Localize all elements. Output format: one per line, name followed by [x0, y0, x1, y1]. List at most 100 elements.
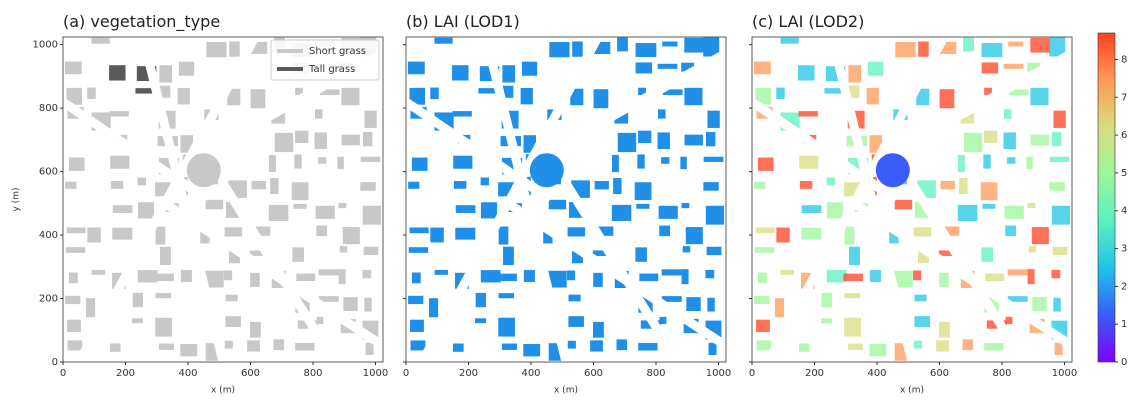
x-tick-label: 200 [459, 368, 478, 379]
map-image [63, 37, 383, 362]
land-block [409, 247, 428, 253]
land-block [69, 158, 85, 171]
x-tick-label: 1000 [363, 368, 388, 379]
figure: 0200400600800100002004006008001000(a) ve… [0, 0, 1130, 399]
land-block [680, 157, 686, 169]
land-block [269, 205, 289, 221]
land-block [756, 320, 770, 332]
land-block [316, 206, 335, 219]
colorbar-tick-label: 7 [1121, 92, 1127, 103]
land-block [295, 343, 314, 351]
colorbar: 012345678 [1098, 33, 1127, 368]
land-block [178, 88, 190, 104]
land-block [612, 205, 632, 221]
land-block [914, 295, 926, 302]
land-block [914, 227, 932, 236]
land-block [524, 270, 535, 282]
land-block [337, 157, 343, 169]
land-block [827, 178, 835, 186]
land-block [637, 154, 644, 168]
land-block [936, 340, 949, 351]
land-block [895, 200, 912, 210]
roundabout [187, 153, 221, 187]
land-block [155, 318, 172, 337]
y-tick-label: 800 [39, 103, 58, 114]
land-block [86, 298, 95, 317]
land-block [275, 133, 293, 152]
panel: 02004006008001000(b) LAI (LOD1)x (m) [403, 12, 731, 396]
land-block [410, 227, 429, 233]
land-block [363, 132, 372, 146]
land-block [112, 228, 132, 240]
x-tick-label: 600 [930, 368, 949, 379]
land-block [549, 200, 566, 210]
land-block [293, 204, 306, 209]
x-tick-label: 0 [403, 368, 409, 379]
land-block [940, 89, 955, 108]
land-block [156, 293, 171, 298]
land-block [913, 270, 921, 280]
land-block [867, 88, 879, 104]
land-block [225, 227, 243, 236]
land-block [981, 247, 993, 261]
land-block [294, 154, 301, 168]
colorbar-tick-label: 4 [1121, 206, 1127, 217]
land-block [660, 317, 667, 324]
land-block [941, 181, 955, 189]
land-block [411, 340, 426, 350]
land-block [568, 316, 584, 327]
land-block [1026, 157, 1032, 169]
land-block [758, 158, 774, 171]
land-block [206, 42, 226, 57]
land-block [412, 158, 428, 171]
x-axis-label: x (m) [554, 386, 578, 396]
x-tick-label: 400 [178, 368, 197, 379]
panel: 02004006008001000(c) LAI (LOD2)x (m) [749, 12, 1077, 396]
colorbar-tick-label: 2 [1121, 281, 1127, 292]
land-block [707, 298, 714, 312]
land-block [316, 226, 327, 237]
land-block [754, 296, 769, 304]
x-tick-label: 600 [241, 368, 260, 379]
land-block [1052, 132, 1061, 146]
land-block [181, 270, 192, 282]
x-tick-label: 0 [749, 368, 755, 379]
y-tick-label: 600 [39, 167, 58, 178]
land-block [662, 41, 677, 46]
land-block [250, 322, 261, 338]
land-block [638, 343, 657, 351]
land-block [1032, 297, 1046, 311]
land-block [659, 206, 678, 219]
land-block [498, 318, 515, 337]
land-block [868, 62, 883, 76]
land-block [69, 272, 78, 283]
land-block [707, 111, 719, 128]
land-block [593, 273, 603, 287]
land-block [613, 178, 621, 194]
y-tick-label: 200 [39, 294, 58, 305]
land-block [156, 227, 166, 245]
land-block [1031, 135, 1049, 146]
land-block [568, 227, 586, 236]
land-block [636, 204, 649, 209]
land-block [292, 247, 304, 261]
land-block [410, 320, 424, 332]
land-block [963, 38, 974, 52]
land-block [572, 41, 583, 56]
land-block [985, 274, 1004, 282]
land-block [685, 135, 703, 146]
legend-label: Short grass [309, 46, 366, 57]
land-block [781, 270, 794, 275]
land-block [454, 181, 466, 189]
land-block [568, 295, 580, 302]
land-block [1004, 132, 1016, 149]
land-block [453, 343, 464, 351]
land-block [251, 89, 266, 108]
land-block [206, 200, 223, 210]
land-block [1053, 247, 1068, 255]
land-block [1004, 109, 1012, 118]
land-block [827, 202, 843, 218]
land-block [636, 43, 657, 57]
land-block [521, 88, 533, 104]
land-block [939, 322, 950, 338]
